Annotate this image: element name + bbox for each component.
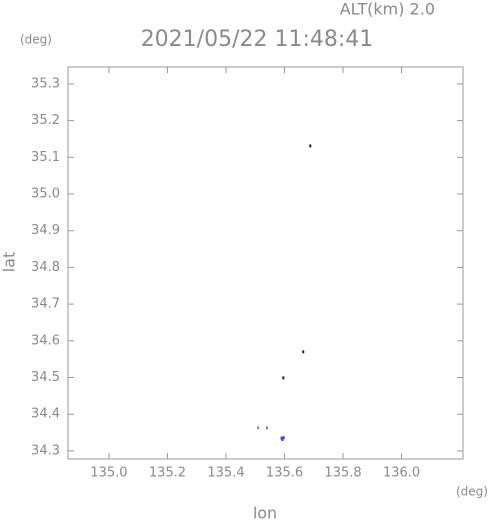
chart-title: 2021/05/22 11:48:41 [141,27,374,52]
y-tick-label: 34.8 [31,260,60,275]
x-tick-label: 135.8 [324,466,361,481]
point [265,426,268,430]
x-tick-label: 135.2 [149,466,186,481]
x-axis-label: lon [253,504,277,521]
y-tick-label: 35.3 [31,76,60,91]
header: ALT(km) 2.0 [340,0,435,19]
y-tick-label: 34.9 [31,223,60,238]
x-tick-label: 136.0 [383,466,420,481]
point [309,144,312,148]
x-tick-label: 135.0 [90,466,127,481]
point [282,376,285,380]
point [281,438,284,442]
x-unit: (deg) [456,485,488,499]
y-axis-label: lat [0,252,19,273]
point [302,350,305,354]
point [282,436,285,440]
y-unit: (deg) [20,33,52,47]
y-tick-label: 35.0 [31,186,60,201]
y-tick-label: 35.1 [31,150,60,165]
y-tick-label: 35.2 [31,113,60,128]
y-tick-label: 34.3 [31,443,60,458]
plot-frame [67,66,464,460]
point [257,426,260,430]
y-tick-label: 34.7 [31,297,60,312]
y-tick-label: 34.4 [31,407,60,422]
y-tick-label: 34.6 [31,333,60,348]
y-tick-label: 34.5 [31,370,60,385]
x-tick-label: 135.4 [207,466,244,481]
x-tick-label: 135.6 [266,466,303,481]
